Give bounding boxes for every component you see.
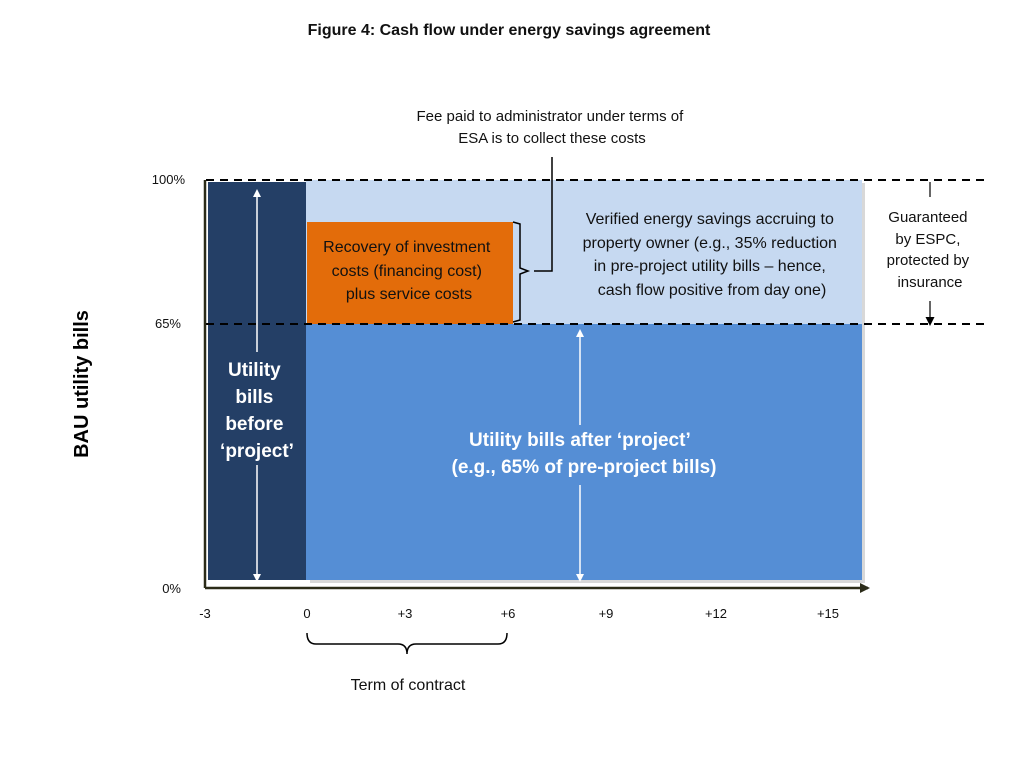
guaranteed-annotation: Guaranteed by ESPC, protected by insuran…: [887, 209, 974, 291]
fee-annotation-line: Fee paid to administrator under terms of: [417, 108, 685, 125]
guaranteed-line: protected by: [887, 252, 970, 269]
fee-annotation: Fee paid to administrator under terms of…: [417, 108, 688, 147]
fee-connector-line: [534, 157, 553, 272]
x-tick-label: +12: [705, 606, 727, 621]
recovery-line: costs (financing cost): [332, 263, 482, 280]
fee-annotation-line: ESA is to collect these costs: [458, 130, 646, 147]
term-of-contract-label: Term of contract: [351, 677, 466, 694]
recovery-label: Recovery of investment costs (financing …: [323, 239, 495, 303]
y-tick-label: 0%: [162, 581, 181, 596]
after-project-line: (e.g., 65% of pre-project bills): [452, 457, 717, 478]
before-project-line: ‘project’: [220, 441, 294, 462]
before-project-line: bills: [235, 387, 273, 408]
savings-line: property owner (e.g., 35% reduction: [583, 235, 837, 252]
before-project-line: Utility: [228, 360, 281, 381]
term-brace: [306, 632, 508, 655]
savings-line: cash flow positive from day one): [598, 282, 827, 299]
y-tick-label: 100%: [152, 172, 186, 187]
savings-line: in pre-project utility bills – hence,: [594, 258, 826, 275]
y-axis-label: BAU utility bills: [71, 310, 93, 458]
after-project-label: Utility bills after ‘project’ (e.g., 65%…: [452, 430, 717, 478]
before-project-line: before: [225, 414, 283, 435]
after-project-region: [306, 324, 862, 580]
recovery-bracket: [512, 221, 531, 323]
x-tick-label: +6: [501, 606, 516, 621]
savings-label: Verified energy savings accruing to prop…: [583, 211, 842, 299]
recovery-line: plus service costs: [346, 286, 472, 303]
x-tick-label: -3: [199, 606, 211, 621]
recovery-line: Recovery of investment: [323, 239, 491, 256]
guaranteed-line: insurance: [897, 274, 962, 291]
guaranteed-line: Guaranteed: [888, 209, 967, 226]
y-tick-label: 65%: [155, 316, 181, 331]
x-tick-label: +3: [398, 606, 413, 621]
guaranteed-line: by ESPC,: [895, 231, 960, 248]
savings-line: Verified energy savings accruing to: [586, 211, 834, 228]
recovery-box: [307, 222, 513, 324]
x-tick-label: 0: [303, 606, 310, 621]
x-tick-label: +9: [599, 606, 614, 621]
x-tick-label: +15: [817, 606, 839, 621]
figure-title: Figure 4: Cash flow under energy savings…: [308, 22, 711, 39]
before-project-label: Utility bills before ‘project’: [220, 360, 294, 462]
after-project-line: Utility bills after ‘project’: [469, 430, 690, 451]
